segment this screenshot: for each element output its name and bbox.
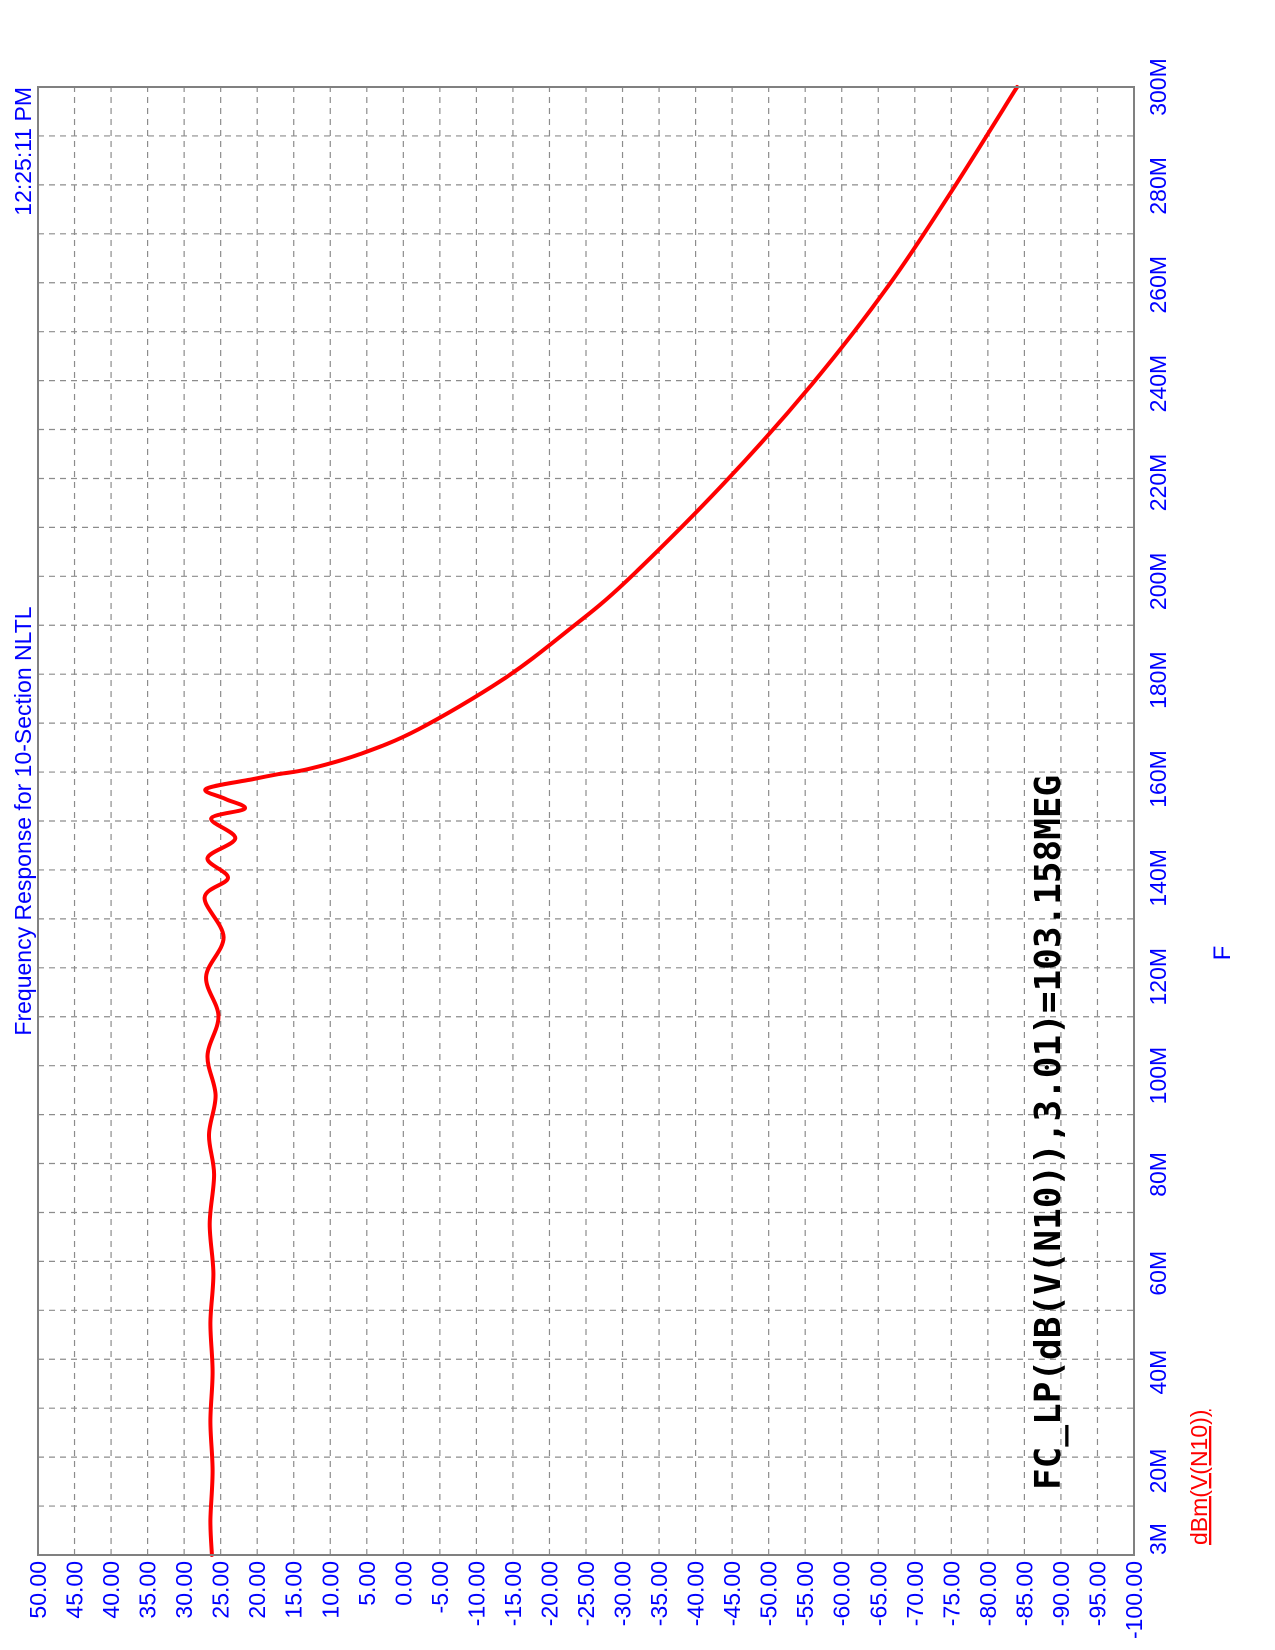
x-tick-label: 240M — [1145, 355, 1171, 413]
y-tick-label: -20.00 — [536, 1561, 562, 1626]
y-tick-label: 15.00 — [281, 1561, 307, 1619]
x-tick-label: 280M — [1145, 157, 1171, 215]
x-tick-label: 120M — [1145, 948, 1171, 1006]
x-tick-label: 40M — [1145, 1350, 1171, 1395]
x-tick-label: 260M — [1145, 256, 1171, 314]
x-tick-label: 300M — [1145, 58, 1171, 116]
y-tick-label: -15.00 — [500, 1561, 526, 1626]
y-tick-label: -65.00 — [865, 1561, 891, 1626]
x-axis-label: F — [1209, 946, 1236, 961]
x-tick-label: 3M — [1145, 1523, 1171, 1555]
y-tick-label: 5.00 — [354, 1561, 380, 1606]
y-tick-label: 30.00 — [171, 1561, 197, 1619]
y-tick-label: -35.00 — [646, 1561, 672, 1626]
y-tick-label: -55.00 — [792, 1561, 818, 1626]
legend-series-name: dBm(V(N10)) — [1186, 1410, 1212, 1545]
y-tick-label: 25.00 — [208, 1561, 234, 1619]
y-tick-label: 45.00 — [62, 1561, 88, 1619]
y-tick-label: 0.00 — [390, 1561, 416, 1606]
y-tick-label: -60.00 — [829, 1561, 855, 1626]
x-tick-label: 20M — [1145, 1449, 1171, 1494]
y-tick-label: -40.00 — [683, 1561, 709, 1626]
y-tick-label: 10.00 — [317, 1561, 343, 1619]
y-tick-label: 40.00 — [98, 1561, 124, 1619]
x-tick-label: 100M — [1145, 1047, 1171, 1105]
y-tick-label: -25.00 — [573, 1561, 599, 1626]
y-tick-label: -50.00 — [756, 1561, 782, 1626]
y-tick-label: -100.00 — [1121, 1561, 1147, 1639]
y-tick-label: 50.00 — [25, 1561, 51, 1619]
series-line-dbm-v-n10 — [202, 85, 1020, 1557]
x-tick-label: 80M — [1145, 1152, 1171, 1197]
y-tick-label: -90.00 — [1048, 1561, 1074, 1626]
y-tick-label: -30.00 — [610, 1561, 636, 1626]
grid — [38, 87, 1134, 1555]
y-tick-label: -5.00 — [427, 1561, 453, 1613]
y-tick-label: -45.00 — [719, 1561, 745, 1626]
y-tick-label: 20.00 — [244, 1561, 270, 1619]
x-tick-label: 220M — [1145, 454, 1171, 512]
x-tick-label: 60M — [1145, 1251, 1171, 1296]
y-tick-label: -95.00 — [1084, 1561, 1110, 1626]
y-tick-label: -85.00 — [1011, 1561, 1037, 1626]
x-axis-ticks: 3M 20M 40M 60M 80M 100M 120M 140M 160M 180M 200M 22… — [1145, 58, 1171, 1555]
x-tick-label: 160M — [1145, 750, 1171, 808]
series-area — [202, 85, 1020, 1557]
y-axis-ticks: 50.00 45.00 40.00 35.00 30.00 25.00 20.00 15.00… — [25, 1561, 1147, 1639]
y-tick-label: -80.00 — [975, 1561, 1001, 1626]
timestamp: 12:25:11 PM — [10, 87, 36, 216]
x-tick-label: 180M — [1145, 651, 1171, 709]
cutoff-annotation: FC_LP(dB(V(N10)),3.01)=103.158MEG — [1028, 775, 1069, 1490]
y-tick-label: -70.00 — [902, 1561, 928, 1626]
y-tick-label: -75.00 — [938, 1561, 964, 1626]
x-tick-label: 140M — [1145, 849, 1171, 907]
plot-frame — [37, 86, 1135, 1556]
y-tick-label: -10.00 — [463, 1561, 489, 1626]
chart-title: Frequency Response for 10-Section NLTL — [10, 606, 36, 1035]
x-tick-label: 200M — [1145, 553, 1171, 611]
y-tick-label: 35.00 — [135, 1561, 161, 1619]
plot-area — [38, 87, 1134, 1555]
